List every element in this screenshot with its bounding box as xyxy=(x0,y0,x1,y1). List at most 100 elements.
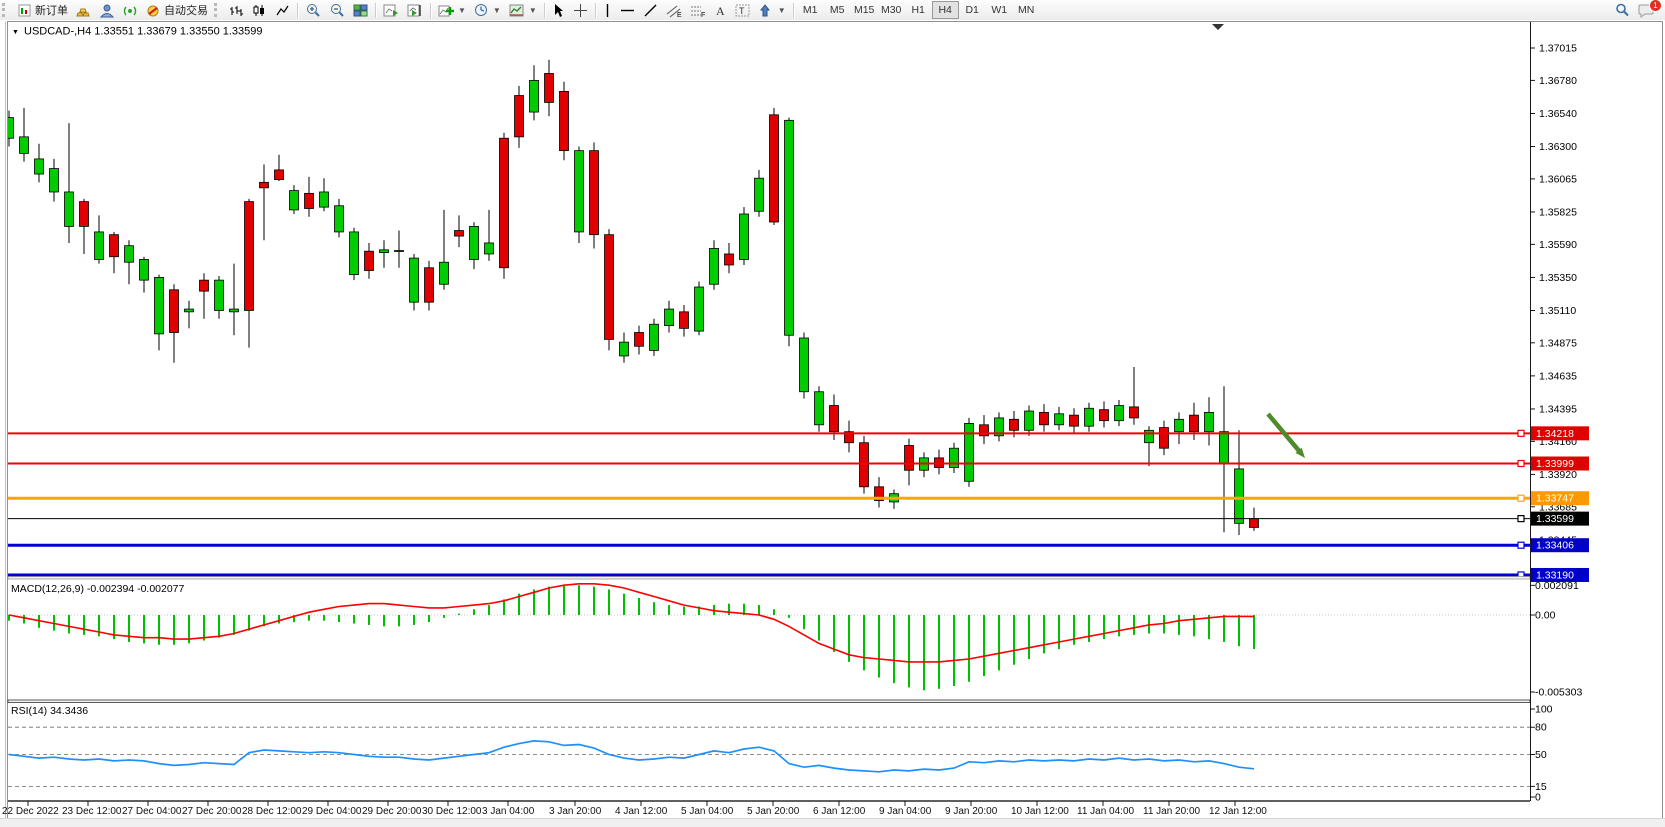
rsi-indicator-label: RSI(14) 34.3436 xyxy=(11,705,88,717)
templates-button[interactable]: ▼ xyxy=(505,1,541,19)
status-bar xyxy=(0,818,1665,827)
fibonacci-button[interactable]: F xyxy=(686,1,710,19)
line-chart-icon xyxy=(275,3,290,18)
indicators-button[interactable]: ▼ xyxy=(434,1,470,19)
hline-handle[interactable] xyxy=(1517,515,1525,523)
timeframe-h4-button[interactable]: H4 xyxy=(931,1,959,19)
price-badge-1.33190: 1.33190 xyxy=(1531,567,1589,582)
price-tick-label: 1.34395 xyxy=(1539,403,1577,415)
templates-icon xyxy=(509,3,525,18)
chart-shift-button[interactable] xyxy=(403,1,427,19)
new-order-button[interactable]: 新订单 xyxy=(13,1,72,19)
tile-windows-button[interactable] xyxy=(349,1,372,19)
chart-shift-marker[interactable] xyxy=(1212,24,1224,30)
price-badge-1.33999: 1.33999 xyxy=(1531,456,1589,471)
time-axis[interactable]: 22 Dec 2022 23 Dec 12:00 27 Dec 04:00 27 De… xyxy=(2,801,1267,817)
horizontal-line-button[interactable] xyxy=(616,1,639,19)
crosshair-button[interactable] xyxy=(569,1,592,19)
channel-button[interactable]: E xyxy=(662,1,686,19)
timeframe-h1-button[interactable]: H1 xyxy=(905,1,932,19)
community-button[interactable] xyxy=(96,1,119,19)
trendline-button[interactable] xyxy=(639,1,662,19)
hline-handle[interactable] xyxy=(1517,429,1525,437)
bear-candle xyxy=(499,137,509,269)
bull-candle xyxy=(964,423,974,482)
cursor-button[interactable] xyxy=(548,1,569,19)
hline-1.33406[interactable] xyxy=(8,541,1530,549)
time-tick-label: 6 Jan 12:00 xyxy=(813,806,866,817)
rsi-axis-label: 80 xyxy=(1535,722,1547,734)
auto-scroll-icon xyxy=(383,3,399,18)
time-tick-label: 11 Jan 20:00 xyxy=(1143,806,1201,817)
zoom-in-button[interactable] xyxy=(301,1,325,19)
bull-candle xyxy=(1174,418,1184,433)
chart-shift-icon xyxy=(407,3,423,18)
new-order-icon xyxy=(17,3,32,18)
bull-candle xyxy=(49,168,59,193)
auto-trading-label: 自动交易 xyxy=(164,5,208,17)
gold-bars-button[interactable] xyxy=(72,1,96,19)
chart-menu-arrow-icon[interactable]: ▼ xyxy=(12,29,19,36)
zoom-out-button[interactable] xyxy=(325,1,349,19)
toolbar-grip[interactable] xyxy=(214,3,222,17)
timeframe-d1-button[interactable]: D1 xyxy=(959,1,986,19)
time-tick-label: 3 Jan 04:00 xyxy=(482,806,535,817)
timeframe-w1-button[interactable]: W1 xyxy=(986,1,1013,19)
bull-candle xyxy=(784,119,794,336)
timeframe-m15-button[interactable]: M15 xyxy=(851,1,878,19)
search-button[interactable] xyxy=(1610,1,1634,19)
hline-handle[interactable] xyxy=(1517,541,1525,549)
timeframe-m1-button[interactable]: M1 xyxy=(797,1,824,19)
main-toolbar: 新订单 自动交易 ▼ xyxy=(0,0,1665,21)
price-tick-label: 1.36065 xyxy=(1539,173,1577,185)
time-tick-label: 9 Jan 20:00 xyxy=(945,806,998,817)
bar-chart-button[interactable] xyxy=(225,1,248,19)
price-tick-label: 1.34875 xyxy=(1539,337,1577,349)
auto-scroll-button[interactable] xyxy=(379,1,403,19)
rsi-line xyxy=(8,740,1255,773)
bull-candle xyxy=(214,279,224,311)
bull-candle xyxy=(664,308,674,327)
line-chart-button[interactable] xyxy=(271,1,294,19)
text-label-button[interactable]: T xyxy=(731,1,755,19)
pane-splitter[interactable] xyxy=(7,576,1531,580)
candlestick-series xyxy=(8,59,1259,536)
trend-arrow-annotation[interactable] xyxy=(1266,412,1305,458)
toolbar-separator xyxy=(543,2,545,18)
timeframe-m5-button[interactable]: M5 xyxy=(824,1,851,19)
chevron-down-icon: ▼ xyxy=(528,5,537,15)
svg-text:F: F xyxy=(701,12,705,18)
hline-1.33999[interactable] xyxy=(8,459,1530,468)
signals-button[interactable] xyxy=(119,1,142,19)
price-badge-1.33599: 1.33599 xyxy=(1531,511,1589,526)
hline-1.33747[interactable] xyxy=(8,494,1530,502)
bull-candle xyxy=(19,136,29,154)
arrows-button[interactable]: ▼ xyxy=(755,1,790,19)
periods-button[interactable]: ▼ xyxy=(470,1,505,19)
bull-candle xyxy=(619,341,629,357)
toolbar-separator xyxy=(375,2,376,18)
hline-handle[interactable] xyxy=(1517,459,1525,468)
candlestick-button[interactable] xyxy=(248,1,271,19)
auto-trading-button[interactable]: 自动交易 xyxy=(142,1,212,19)
price-axis[interactable]: 1.37015 1.36780 1.36540 1.36300 1.36065 1.358… xyxy=(1530,43,1589,804)
hline-1.33599[interactable] xyxy=(8,515,1530,523)
chart-canvas[interactable]: 1.37015 1.36780 1.36540 1.36300 1.36065 1.358… xyxy=(0,20,1665,827)
bull-candle xyxy=(1084,407,1094,427)
svg-text:1.33999: 1.33999 xyxy=(1536,458,1574,470)
bear-candle xyxy=(1159,427,1169,449)
vertical-line-button[interactable] xyxy=(599,1,616,19)
svg-text:1.34218: 1.34218 xyxy=(1536,428,1574,440)
bull-candle xyxy=(34,158,44,175)
notifications-button[interactable]: 1 xyxy=(1634,0,1662,19)
hline-1.34218[interactable] xyxy=(8,429,1530,437)
bear-candle xyxy=(844,431,854,444)
timeframe-m30-button[interactable]: M30 xyxy=(878,1,905,19)
text-button[interactable]: A xyxy=(710,1,731,19)
timeframe-mn-button[interactable]: MN xyxy=(1013,1,1040,19)
toolbar-grip[interactable] xyxy=(2,3,10,17)
hline-handle[interactable] xyxy=(1517,494,1525,502)
tile-windows-icon xyxy=(353,3,368,18)
pane-splitter[interactable] xyxy=(7,699,1531,703)
rsi-axis-label: 50 xyxy=(1535,749,1547,761)
